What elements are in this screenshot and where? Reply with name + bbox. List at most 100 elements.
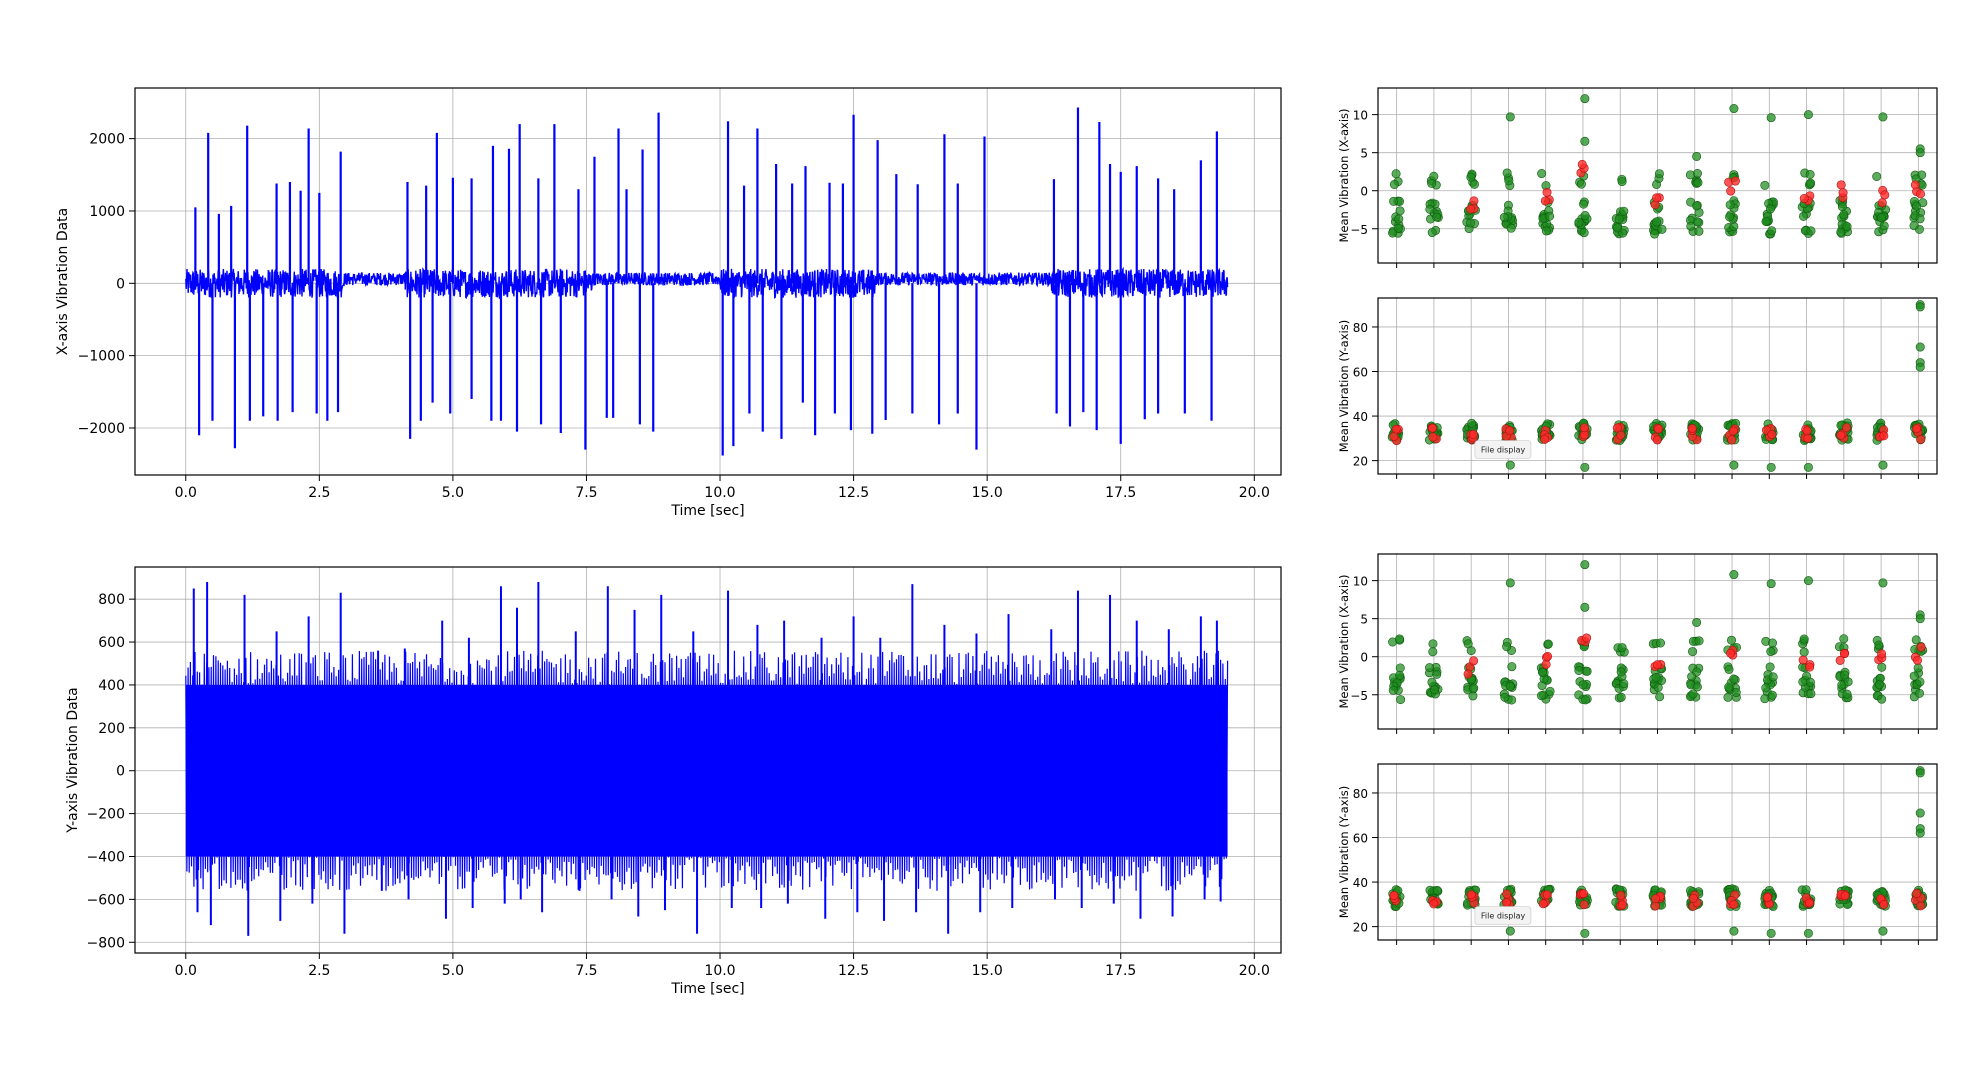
point-normal	[1502, 168, 1512, 178]
point-outlier	[1729, 460, 1739, 470]
point-normal	[1913, 663, 1923, 673]
point-anomaly	[1687, 423, 1697, 433]
point-anomaly	[1538, 899, 1548, 909]
x-tick-label: 5.0	[442, 485, 464, 501]
point-anomaly	[1466, 890, 1476, 900]
point-anomaly	[1879, 900, 1889, 910]
point-anomaly	[1838, 188, 1848, 198]
point-normal	[1694, 226, 1704, 236]
point-anomaly	[1842, 423, 1852, 433]
point-anomaly	[1428, 423, 1438, 433]
y-tick-label: −600	[87, 892, 125, 908]
y-axis: −2000 −1000 0 1000 2000 X-axis Vibration Data	[55, 132, 135, 437]
y-tick-label: 2000	[89, 132, 125, 148]
point-anomaly	[1798, 655, 1808, 665]
x-axis	[1396, 729, 1919, 734]
y-tick-label: −400	[87, 850, 125, 866]
y-tick-label: 20	[1353, 455, 1368, 469]
point-normal	[1614, 214, 1624, 224]
point-anomaly	[1836, 180, 1846, 190]
point-normal	[1469, 179, 1479, 189]
point-normal	[1729, 674, 1739, 684]
point-outlier	[1729, 570, 1739, 580]
y-tick-label: −1000	[78, 349, 125, 365]
tooltip-box	[1474, 440, 1532, 459]
point-outlier	[1617, 643, 1627, 653]
point-anomaly	[1910, 180, 1920, 190]
point-anomaly	[1877, 198, 1887, 208]
x-tick-label: 12.5	[838, 963, 869, 979]
point-normal	[1578, 680, 1588, 690]
point-normal	[1541, 226, 1551, 236]
point-anomaly	[1616, 890, 1626, 900]
point-normal	[1694, 636, 1704, 646]
point-anomaly	[1652, 435, 1662, 445]
y-axis-label: Y-axis Vibration Data	[65, 687, 81, 834]
point-anomaly	[1469, 196, 1479, 206]
point-normal	[1505, 681, 1515, 691]
point-anomaly	[1582, 633, 1592, 643]
point-anomaly	[1839, 649, 1849, 659]
point-normal	[1579, 228, 1589, 238]
point-anomaly	[1652, 193, 1662, 203]
x-tick-label: 17.5	[1105, 963, 1136, 979]
point-normal	[1650, 229, 1660, 239]
point-normal	[1469, 683, 1479, 693]
axes-frame	[134, 87, 1282, 476]
point-normal	[1467, 418, 1477, 428]
point-normal	[1538, 667, 1548, 677]
point-normal	[1877, 213, 1887, 223]
tooltip-text: File display	[1481, 912, 1526, 921]
point-normal	[1537, 169, 1547, 179]
point-outlier	[1915, 768, 1925, 778]
point-normal	[1580, 211, 1590, 221]
point-anomaly	[1579, 423, 1589, 433]
point-outlier	[1580, 94, 1590, 104]
x-tick-label: 12.5	[838, 485, 869, 501]
point-anomaly	[1468, 429, 1478, 439]
point-normal	[1432, 885, 1442, 895]
y-tick-label: 80	[1353, 321, 1368, 335]
point-normal	[1654, 169, 1664, 179]
point-normal	[1805, 677, 1815, 687]
y-axis-label: X-axis Vibration Data	[55, 208, 71, 356]
y-tick-label: 0	[1360, 651, 1368, 665]
point-normal	[1799, 634, 1809, 644]
y-tick-label: 5	[1360, 147, 1368, 161]
point-anomaly	[1880, 190, 1890, 200]
point-normal	[1395, 634, 1405, 644]
point-outlier	[1803, 928, 1813, 938]
point-normal	[1432, 212, 1442, 222]
point-normal	[1432, 669, 1442, 679]
point-outlier	[1878, 926, 1888, 936]
point-normal	[1685, 170, 1695, 180]
point-normal	[1581, 695, 1591, 705]
x-tick-label: 17.5	[1105, 485, 1136, 501]
point-anomaly	[1726, 648, 1736, 658]
point-anomaly	[1730, 176, 1740, 186]
point-normal	[1688, 689, 1698, 699]
point-anomaly	[1429, 899, 1439, 909]
point-normal	[1427, 228, 1437, 238]
point-outlier	[1692, 151, 1702, 161]
point-normal	[1843, 677, 1853, 687]
y-tick-label: 60	[1353, 832, 1368, 846]
y-tick-label: 800	[98, 592, 125, 608]
point-outlier	[1729, 926, 1739, 936]
point-anomaly	[1428, 432, 1438, 442]
point-outlier	[1878, 578, 1888, 588]
point-outlier	[1766, 113, 1776, 123]
x-tick-label: 5.0	[442, 963, 464, 979]
y-tick-label: −800	[87, 935, 125, 951]
point-normal	[1506, 223, 1516, 233]
point-normal	[1499, 212, 1509, 222]
point-outlier	[1505, 112, 1515, 122]
y-tick-label: 60	[1353, 366, 1368, 380]
point-normal	[1805, 178, 1815, 188]
x-axis	[1396, 474, 1919, 479]
point-normal	[1723, 692, 1733, 702]
